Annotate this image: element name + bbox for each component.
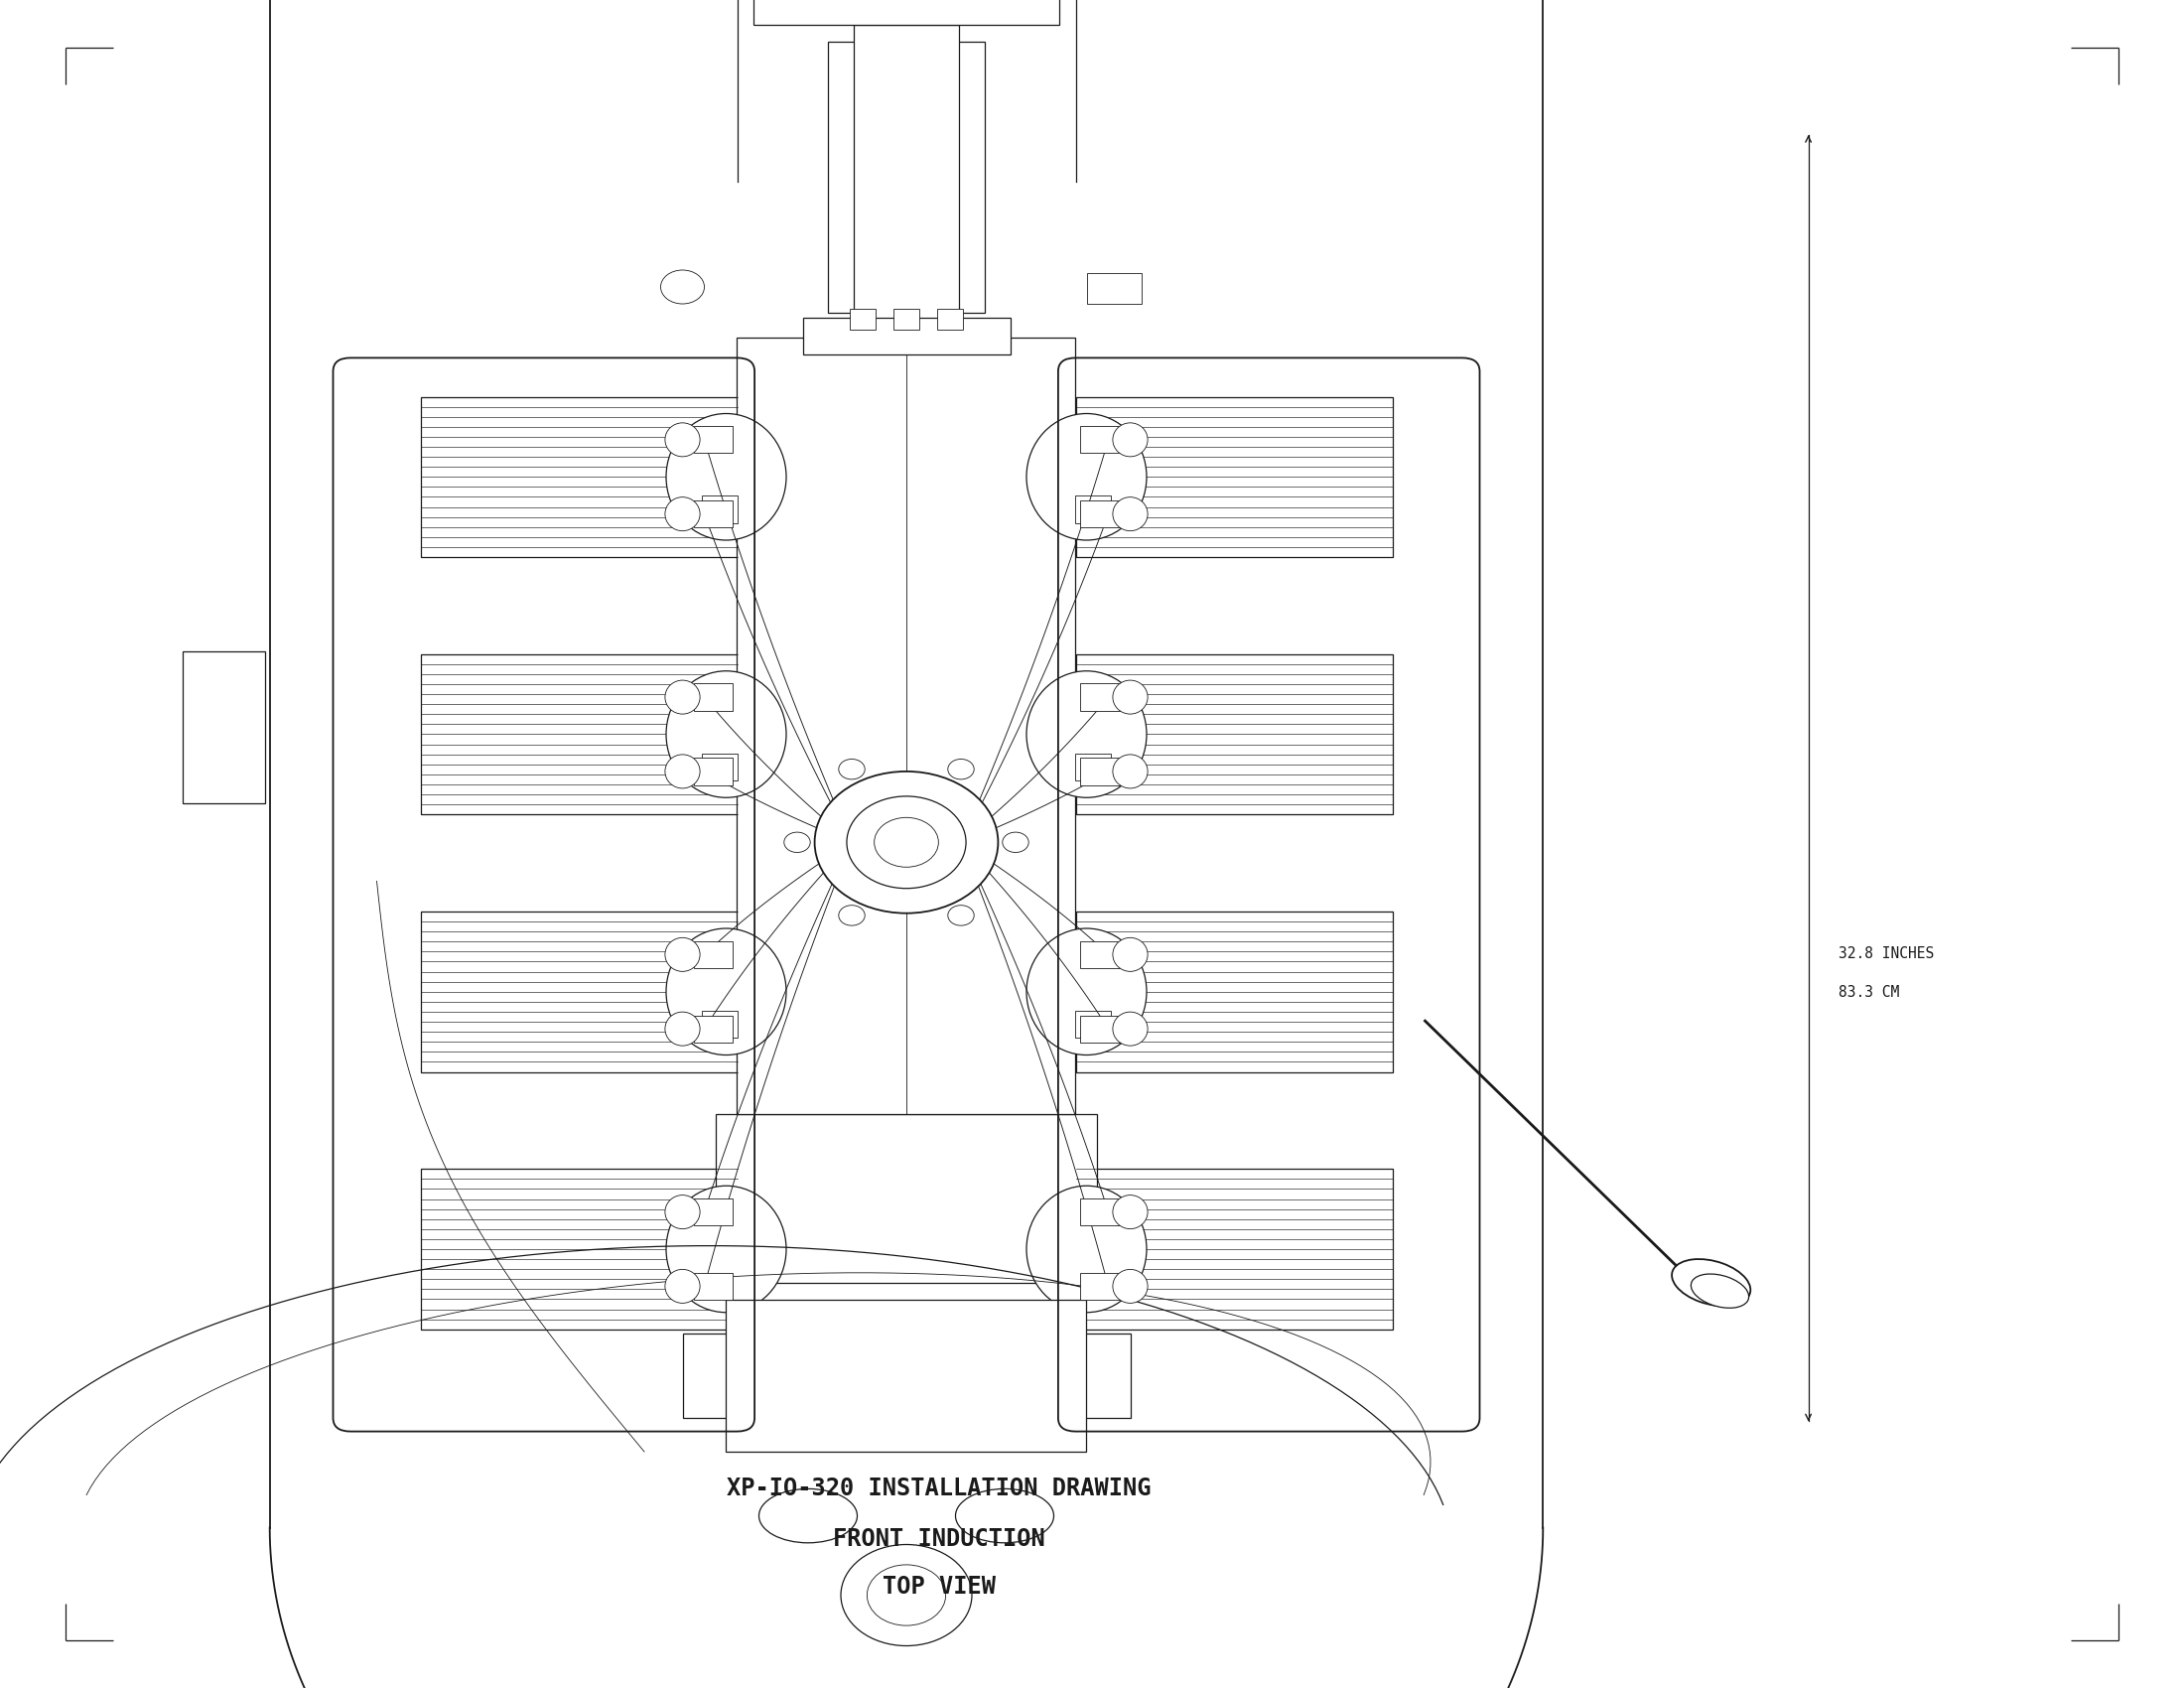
Bar [419,655,738,814]
Ellipse shape [1114,1269,1149,1303]
Bar [1075,397,1393,557]
Bar [695,942,734,969]
Circle shape [1002,832,1029,852]
Bar [1075,655,1393,814]
Text: 83.3 CM: 83.3 CM [1839,986,1900,999]
Ellipse shape [1026,414,1147,540]
Circle shape [867,1565,946,1626]
Bar [695,500,734,528]
Ellipse shape [664,680,699,714]
Bar [804,317,1009,354]
Ellipse shape [664,939,699,971]
Circle shape [815,771,998,913]
Ellipse shape [1114,498,1149,532]
Circle shape [874,817,939,868]
Ellipse shape [1114,1011,1149,1045]
Bar [695,1198,734,1225]
Circle shape [784,832,810,852]
Bar [753,0,1059,25]
Bar [695,427,734,454]
Bar [893,309,919,329]
Bar [1075,753,1109,780]
Bar [736,338,1075,1114]
Circle shape [660,270,703,304]
Bar [854,25,959,338]
Bar [1088,273,1140,304]
Bar [1075,1011,1109,1038]
Bar [419,1168,738,1330]
Bar [419,397,738,557]
Ellipse shape [664,498,699,532]
Ellipse shape [666,1185,786,1313]
Ellipse shape [664,1011,699,1045]
Bar [419,912,738,1072]
Bar [1081,684,1118,711]
Bar [1075,1168,1393,1330]
Bar [703,1011,738,1038]
Bar [1081,1014,1118,1041]
Bar [716,1114,1096,1283]
Circle shape [839,905,865,925]
Ellipse shape [664,1195,699,1229]
Ellipse shape [666,414,786,540]
Ellipse shape [664,1269,699,1303]
Ellipse shape [1690,1274,1749,1308]
Text: XP-IO-320 INSTALLATION DRAWING: XP-IO-320 INSTALLATION DRAWING [727,1477,1151,1501]
Ellipse shape [1114,755,1149,788]
Ellipse shape [1026,928,1147,1055]
Bar [1081,500,1118,528]
Ellipse shape [664,755,699,788]
Bar [695,1273,734,1300]
Bar [1081,427,1118,454]
Ellipse shape [1671,1259,1752,1307]
Ellipse shape [954,1489,1053,1543]
Ellipse shape [1026,1185,1147,1313]
Bar [1075,912,1393,1072]
Ellipse shape [1114,939,1149,971]
Bar [695,684,734,711]
Ellipse shape [666,672,786,798]
Ellipse shape [666,928,786,1055]
Ellipse shape [1114,1195,1149,1229]
Bar [703,496,738,523]
Circle shape [839,760,865,780]
Circle shape [841,1545,972,1646]
Bar [1075,496,1109,523]
Ellipse shape [1114,680,1149,714]
Text: TOP VIEW: TOP VIEW [882,1575,996,1599]
Bar [725,1300,1085,1452]
Bar [183,652,266,803]
Bar [695,758,734,785]
Ellipse shape [664,424,699,456]
Bar [828,42,985,312]
Bar [850,309,876,329]
Text: FRONT INDUCTION: FRONT INDUCTION [832,1528,1046,1551]
Bar [1081,758,1118,785]
Ellipse shape [1026,672,1147,798]
Bar [695,1014,734,1041]
Bar [937,309,963,329]
Ellipse shape [760,1489,856,1543]
Ellipse shape [1114,424,1149,456]
Circle shape [948,905,974,925]
Bar [1081,1198,1118,1225]
Bar [703,753,738,780]
Bar [943,1334,1131,1418]
Circle shape [948,760,974,780]
Bar [1081,1273,1118,1300]
Bar [1081,942,1118,969]
Bar [681,1334,869,1418]
Circle shape [847,797,965,888]
Text: 32.8 INCHES: 32.8 INCHES [1839,947,1935,960]
